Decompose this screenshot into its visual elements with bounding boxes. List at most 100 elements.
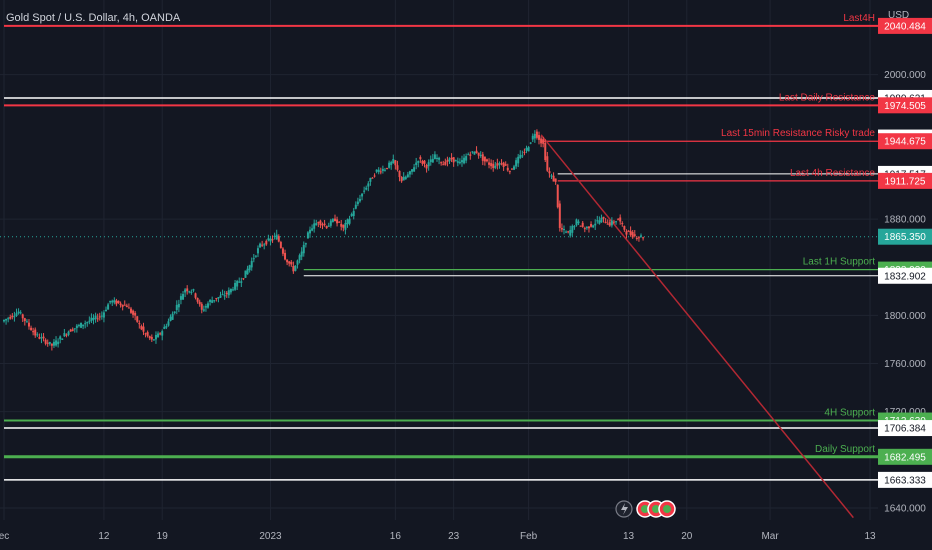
candle-body: [84, 323, 87, 325]
candle-body: [161, 331, 164, 336]
candle-body: [510, 168, 513, 170]
candle-body: [294, 265, 297, 271]
candle-body: [381, 168, 384, 171]
candle-body: [321, 224, 324, 226]
candle-body: [231, 289, 234, 291]
candle-body: [621, 223, 624, 225]
candle-body: [154, 335, 157, 340]
candle-body: [298, 255, 301, 261]
price-badge-label: 1944.675: [884, 137, 926, 148]
candle-body: [610, 220, 613, 226]
candle-body: [336, 219, 339, 224]
candle-body: [165, 326, 168, 328]
date-tick-label: 13: [623, 531, 635, 542]
candle-body: [423, 160, 426, 164]
candle-body: [402, 176, 405, 181]
candle-body: [331, 219, 334, 222]
candle-body: [579, 225, 582, 227]
candle-body: [411, 169, 414, 172]
candle-body: [546, 156, 549, 171]
candle-body: [333, 218, 336, 222]
price-badge: [878, 471, 932, 488]
candle-body: [367, 183, 370, 187]
candle-body: [309, 229, 312, 234]
candle-body: [27, 322, 30, 327]
candle-body: [467, 154, 470, 156]
candle-body: [192, 289, 195, 291]
candle-body: [623, 226, 626, 230]
level-label: Daily Support: [815, 444, 875, 455]
candle-body: [433, 154, 436, 160]
candle-body: [475, 150, 478, 153]
candle-body: [596, 220, 599, 222]
candle-body: [625, 231, 628, 235]
candle-body: [196, 297, 199, 302]
candle-body: [473, 151, 476, 155]
candle-body: [488, 162, 491, 165]
candle-body: [11, 315, 14, 318]
candle-body: [198, 301, 201, 305]
candle-body: [204, 306, 207, 308]
candle-body: [413, 167, 416, 172]
candle-body: [109, 300, 112, 303]
date-tick-label: 20: [681, 531, 693, 542]
candle-body: [115, 300, 118, 305]
candle-body: [38, 337, 41, 339]
candle-body: [48, 341, 51, 344]
candle-body: [5, 318, 8, 321]
candle-body: [167, 321, 170, 326]
candle-body: [404, 176, 407, 180]
candle-body: [329, 220, 332, 226]
candle-body: [248, 265, 251, 271]
candle-body: [365, 187, 368, 190]
candle-body: [325, 226, 328, 229]
candle-body: [558, 203, 561, 228]
candle-body: [117, 300, 120, 304]
candle-body: [396, 165, 399, 170]
candle-body: [288, 261, 291, 264]
trendline-segment[interactable]: [540, 134, 854, 519]
candle-body: [236, 281, 239, 287]
candle-body: [61, 338, 64, 340]
candle-body: [533, 133, 536, 139]
candle-body: [229, 288, 232, 293]
candle-body: [490, 163, 493, 167]
candle-body: [202, 309, 205, 311]
candle-body: [265, 240, 268, 245]
candle-body: [121, 304, 124, 307]
candle-body: [125, 305, 128, 308]
level-lines: [0, 24, 878, 481]
candle-body: [317, 222, 320, 224]
candle-body: [100, 315, 103, 317]
candle-body: [304, 243, 307, 245]
candle-body: [502, 162, 505, 167]
date-tick-label: 16: [390, 531, 402, 542]
candle-body: [55, 340, 58, 346]
candle-body: [300, 251, 303, 257]
candle-body: [540, 138, 543, 144]
event-markers[interactable]: [615, 500, 676, 518]
candle-body: [277, 236, 280, 242]
candle-body: [44, 339, 47, 344]
candle-body: [254, 255, 257, 257]
candle-body: [63, 333, 66, 337]
price-badge: [878, 448, 932, 465]
candle-body: [150, 336, 153, 340]
candle-body: [440, 162, 443, 164]
candle-body: [446, 160, 449, 162]
candle-body: [344, 223, 347, 230]
candle-body: [175, 304, 178, 310]
candle-body: [398, 170, 401, 178]
candle-body: [615, 221, 618, 223]
candle-body: [77, 325, 80, 327]
candle-body: [421, 160, 424, 164]
candle-body: [481, 154, 484, 161]
candle-body: [356, 201, 359, 205]
candle-body: [88, 320, 91, 322]
candle-body: [567, 231, 570, 233]
candle-body: [129, 308, 132, 313]
candle-body: [454, 160, 457, 162]
candle-body: [52, 341, 55, 346]
candle-body: [225, 292, 228, 295]
